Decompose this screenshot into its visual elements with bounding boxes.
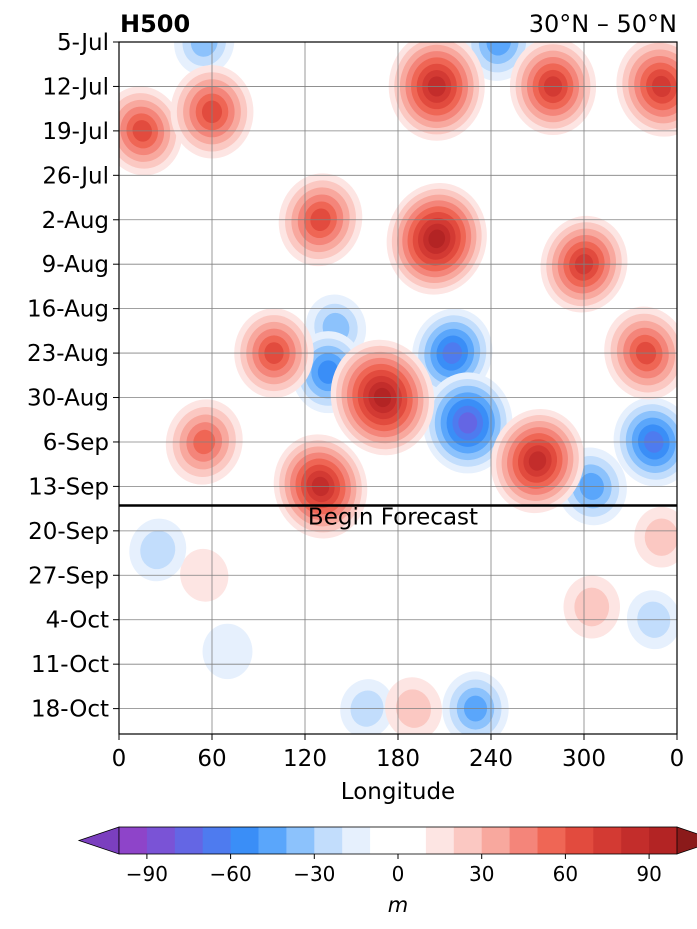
anomaly-contour bbox=[644, 518, 677, 556]
y-tick-label: 2-Aug bbox=[42, 208, 109, 234]
colorbar-tick-label: 90 bbox=[636, 862, 661, 886]
y-tick-label: 4-Oct bbox=[46, 608, 109, 634]
colorbar-segment bbox=[286, 827, 315, 854]
colorbar-segment bbox=[202, 827, 232, 854]
x-axis-label: Longitude bbox=[341, 779, 455, 805]
x-tick-label: 0 bbox=[670, 746, 685, 772]
y-tick-label: 23-Aug bbox=[27, 341, 109, 367]
anomaly-contour bbox=[574, 587, 610, 627]
colorbar-segment bbox=[174, 827, 204, 854]
x-tick-label: 300 bbox=[562, 746, 606, 772]
x-tick-label: 60 bbox=[197, 746, 226, 772]
colorbar-segment bbox=[425, 827, 455, 854]
y-tick-label: 13-Sep bbox=[28, 474, 109, 500]
x-tick-label: 180 bbox=[376, 746, 420, 772]
anomaly-blob bbox=[490, 408, 585, 514]
colorbar-segment bbox=[649, 827, 678, 854]
colorbar-segment bbox=[509, 827, 538, 854]
colorbar-segment bbox=[398, 827, 427, 854]
y-tick-label: 11-Oct bbox=[31, 652, 109, 678]
colorbar-label: m bbox=[388, 893, 408, 917]
x-tick-label: 240 bbox=[469, 746, 513, 772]
title-right: 30°N – 50°N bbox=[529, 10, 677, 38]
colorbar-tick-label: −30 bbox=[293, 862, 335, 886]
y-tick-label: 26-Jul bbox=[42, 163, 109, 189]
colorbar-tick-label: 60 bbox=[553, 862, 578, 886]
y-tick-label: 20-Sep bbox=[28, 519, 109, 545]
colorbar-segment bbox=[119, 827, 148, 854]
colorbar-tick-label: −90 bbox=[126, 862, 168, 886]
y-tick-label: 9-Aug bbox=[42, 252, 109, 278]
y-tick-label: 30-Aug bbox=[27, 386, 109, 412]
y-axis: 5-Jul 12-Jul 19-Jul 26-Jul 2-Aug 9-Aug 16-Aug 2… bbox=[27, 30, 119, 723]
colorbar-tick-label: −60 bbox=[209, 862, 251, 886]
x-axis: 0 60 120 180 240 300 0 bbox=[112, 734, 685, 772]
colorbar-segment bbox=[342, 827, 371, 854]
colorbar-tick-label: 0 bbox=[392, 862, 405, 886]
colorbar-segment bbox=[258, 827, 287, 854]
anomaly-contour bbox=[458, 412, 478, 434]
colorbar-segment bbox=[481, 827, 511, 854]
colorbar-segment bbox=[537, 827, 566, 854]
y-tick-label: 18-Oct bbox=[31, 697, 109, 723]
anomaly-blob bbox=[129, 518, 187, 582]
grid-lines bbox=[118, 41, 678, 734]
colorbar-segment bbox=[314, 827, 343, 854]
colorbar-segment bbox=[230, 827, 259, 854]
colorbar-segment bbox=[453, 827, 483, 854]
y-tick-label: 16-Aug bbox=[27, 297, 109, 323]
anomaly-contour bbox=[428, 229, 446, 249]
title-left: H500 bbox=[120, 10, 190, 38]
colorbar-segment bbox=[593, 827, 622, 854]
anomaly-blob bbox=[634, 506, 677, 568]
colorbar-segment bbox=[621, 827, 650, 854]
y-tick-label: 19-Jul bbox=[42, 119, 109, 145]
y-tick-label: 12-Jul bbox=[42, 74, 109, 100]
colorbar-segment bbox=[565, 827, 594, 854]
colorbar-tick-label: 30 bbox=[469, 862, 494, 886]
anomaly-blob bbox=[563, 575, 620, 639]
y-tick-label: 5-Jul bbox=[57, 30, 109, 56]
anomaly-contour bbox=[182, 42, 227, 66]
y-tick-label: 27-Sep bbox=[28, 563, 109, 589]
x-tick-label: 0 bbox=[112, 746, 127, 772]
colorbar-segment bbox=[370, 827, 399, 854]
colorbar-segment bbox=[146, 827, 176, 854]
anomaly-contour bbox=[140, 530, 176, 570]
colorbar: −90 −60 −30 0 30 60 90 bbox=[77, 826, 697, 886]
colorbar-extend-max bbox=[676, 826, 697, 855]
x-tick-label: 120 bbox=[283, 746, 327, 772]
anomaly-contour bbox=[190, 42, 218, 57]
anomaly-contour bbox=[528, 451, 547, 471]
anomaly-blob bbox=[202, 623, 253, 680]
colorbar-extend-min bbox=[77, 826, 120, 855]
forecast-annotation: Begin Forecast bbox=[308, 504, 478, 530]
anomaly-contour bbox=[202, 623, 253, 680]
y-tick-label: 6-Sep bbox=[43, 430, 109, 456]
